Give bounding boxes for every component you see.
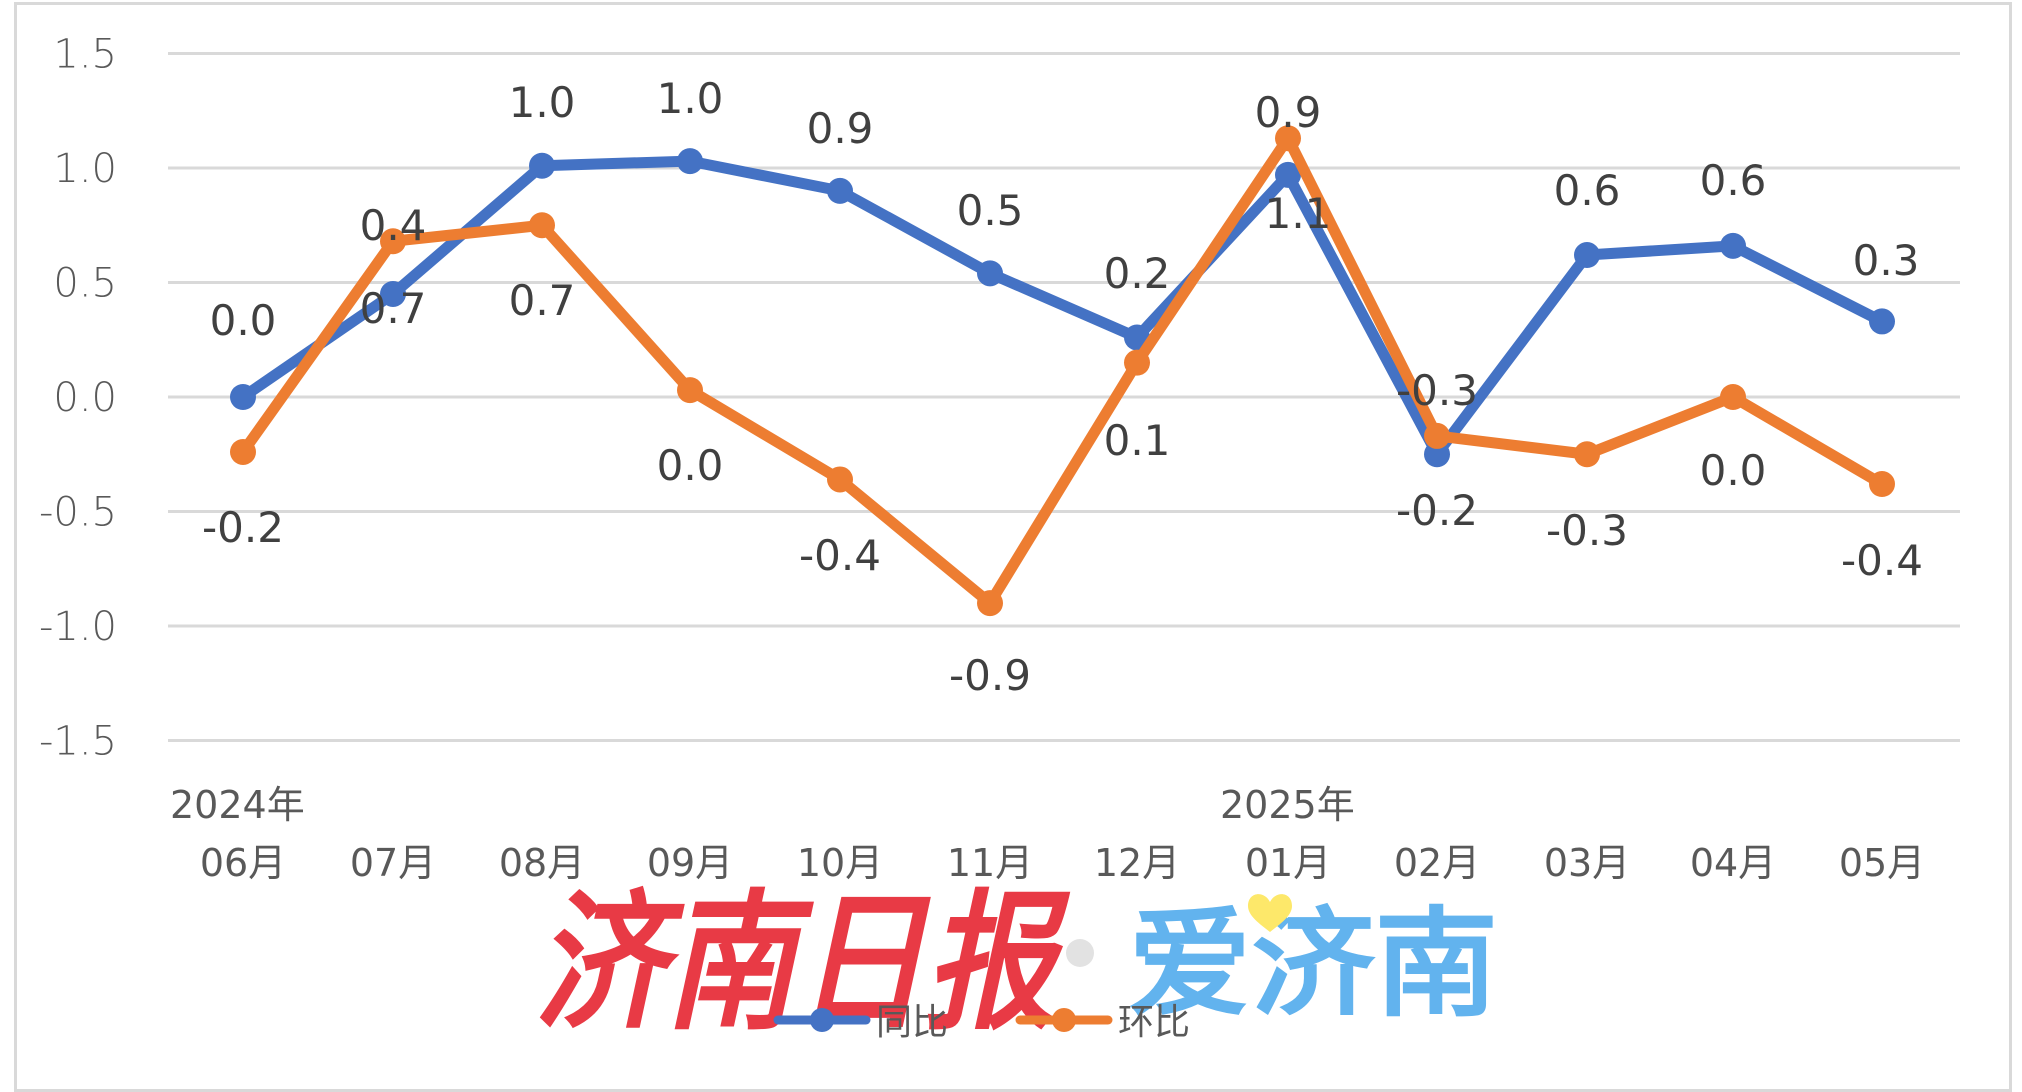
data-label-mom: -0.9 xyxy=(949,651,1031,700)
data-label-mom: 0.7 xyxy=(360,284,427,333)
separator-dot xyxy=(1066,939,1094,967)
data-label-mom: -0.4 xyxy=(1841,536,1923,585)
x-year-label: 2024年 xyxy=(170,783,305,827)
data-label-yoy: 0.0 xyxy=(210,296,277,345)
data-series xyxy=(230,125,1895,617)
data-label-yoy: 0.9 xyxy=(807,104,874,153)
data-label-yoy: 0.4 xyxy=(360,201,427,250)
data-label-mom: 0.1 xyxy=(1104,416,1171,465)
y-tick-label: 0.0 xyxy=(53,375,117,421)
y-tick-label: -1.5 xyxy=(39,719,117,765)
data-point-mom[interactable] xyxy=(1424,422,1450,449)
data-label-mom: -0.2 xyxy=(202,503,284,552)
x-tick-label: 05月 xyxy=(1839,841,1925,885)
data-label-mom: -0.2 xyxy=(1396,486,1478,535)
data-label-yoy: 0.9 xyxy=(1255,88,1322,137)
data-labels: 0.0 0.4 1.0 1.0 0.9 0.5 0.2 0.9 -0.3 0.6 0.6 0.3 -0.… xyxy=(202,74,1923,700)
x-year-label: 2025年 xyxy=(1220,783,1355,827)
legend-label-yoy: 同比 xyxy=(876,1002,948,1043)
data-label-mom: 0.0 xyxy=(1700,446,1767,495)
data-label-yoy: -0.3 xyxy=(1396,366,1478,415)
x-tick-label: 09月 xyxy=(647,841,733,885)
data-point-mom[interactable] xyxy=(1275,125,1301,152)
data-label-mom: -0.3 xyxy=(1546,506,1628,555)
y-axis-labels: 1.5 1.0 0.5 0.0 -0.5 -1.0 -1.5 xyxy=(39,32,117,765)
data-label-yoy: 0.6 xyxy=(1700,156,1767,205)
x-tick-label: 03月 xyxy=(1544,841,1630,885)
x-tick-label: 01月 xyxy=(1245,841,1331,885)
data-label-yoy: 0.2 xyxy=(1104,249,1171,298)
x-tick-label: 06月 xyxy=(200,841,286,885)
app-logo-watermark: 爱济南 xyxy=(1128,895,1498,1033)
x-tick-label: 02月 xyxy=(1394,841,1480,885)
data-point-mom[interactable] xyxy=(977,590,1003,617)
data-point-yoy[interactable] xyxy=(677,148,703,175)
x-tick-label: 11月 xyxy=(947,841,1033,885)
legend-item-yoy[interactable]: 同比 xyxy=(773,1002,948,1043)
newspaper-watermark: 济南日报 xyxy=(535,875,1071,1051)
x-axis-labels: 06月 07月 08月 09月 10月 11月 12月 01月 02月 03月 04月 05月 2024… xyxy=(170,783,1925,885)
data-label-yoy: 0.6 xyxy=(1554,166,1621,215)
data-label-yoy: 1.0 xyxy=(509,78,576,127)
data-label-yoy: 1.0 xyxy=(657,74,724,123)
data-point-mom[interactable] xyxy=(1869,471,1895,498)
data-point-yoy[interactable] xyxy=(977,260,1003,287)
x-tick-label: 08月 xyxy=(499,841,585,885)
series-line-yoy xyxy=(237,155,1888,460)
data-label-mom: 0.0 xyxy=(657,441,724,490)
data-point-yoy[interactable] xyxy=(1574,242,1600,269)
data-point-mom[interactable] xyxy=(1720,384,1746,410)
y-tick-label: 0.5 xyxy=(53,261,117,307)
legend-marker-yoy xyxy=(810,1008,834,1032)
x-tick-label: 12月 xyxy=(1094,841,1180,885)
x-tick-label: 04月 xyxy=(1690,841,1776,885)
y-tick-label: -1.0 xyxy=(39,604,117,650)
legend-marker-mom xyxy=(1052,1008,1076,1032)
data-point-mom[interactable] xyxy=(1574,441,1600,468)
data-label-mom: 0.7 xyxy=(509,276,576,325)
data-label-mom: -0.4 xyxy=(799,531,881,580)
y-tick-label: 1.0 xyxy=(53,146,117,192)
data-point-yoy[interactable] xyxy=(1424,441,1450,468)
legend-item-mom[interactable]: 环比 xyxy=(1015,1002,1190,1043)
data-label-yoy: 0.5 xyxy=(957,186,1024,235)
data-point-mom[interactable] xyxy=(827,466,853,493)
data-point-yoy[interactable] xyxy=(1869,308,1895,335)
data-label-mom: 1.1 xyxy=(1265,189,1332,238)
data-point-mom[interactable] xyxy=(1124,349,1150,376)
heart-icon xyxy=(1248,894,1292,932)
gridlines xyxy=(168,52,1960,742)
y-tick-label: 1.5 xyxy=(53,32,117,78)
x-tick-label: 10月 xyxy=(797,841,883,885)
y-tick-label: -0.5 xyxy=(39,490,117,536)
data-point-mom[interactable] xyxy=(529,212,555,239)
data-label-yoy: 0.3 xyxy=(1853,236,1920,285)
data-point-mom[interactable] xyxy=(380,228,406,255)
legend-label-mom: 环比 xyxy=(1118,1002,1190,1043)
data-point-yoy[interactable] xyxy=(1275,161,1301,188)
data-point-mom[interactable] xyxy=(230,438,256,465)
legend: 同比 环比 xyxy=(773,1002,1190,1043)
chart-frame xyxy=(14,2,2012,1092)
data-point-yoy[interactable] xyxy=(1720,232,1746,259)
data-point-yoy[interactable] xyxy=(827,177,853,204)
data-point-yoy[interactable] xyxy=(230,384,256,410)
series-line-mom xyxy=(237,132,1888,609)
data-point-yoy[interactable] xyxy=(529,152,555,179)
x-tick-label: 07月 xyxy=(350,841,436,885)
watermark: 济南日报 爱济南 xyxy=(535,875,1498,1051)
data-point-mom[interactable] xyxy=(677,377,703,404)
data-point-yoy[interactable] xyxy=(380,280,406,307)
